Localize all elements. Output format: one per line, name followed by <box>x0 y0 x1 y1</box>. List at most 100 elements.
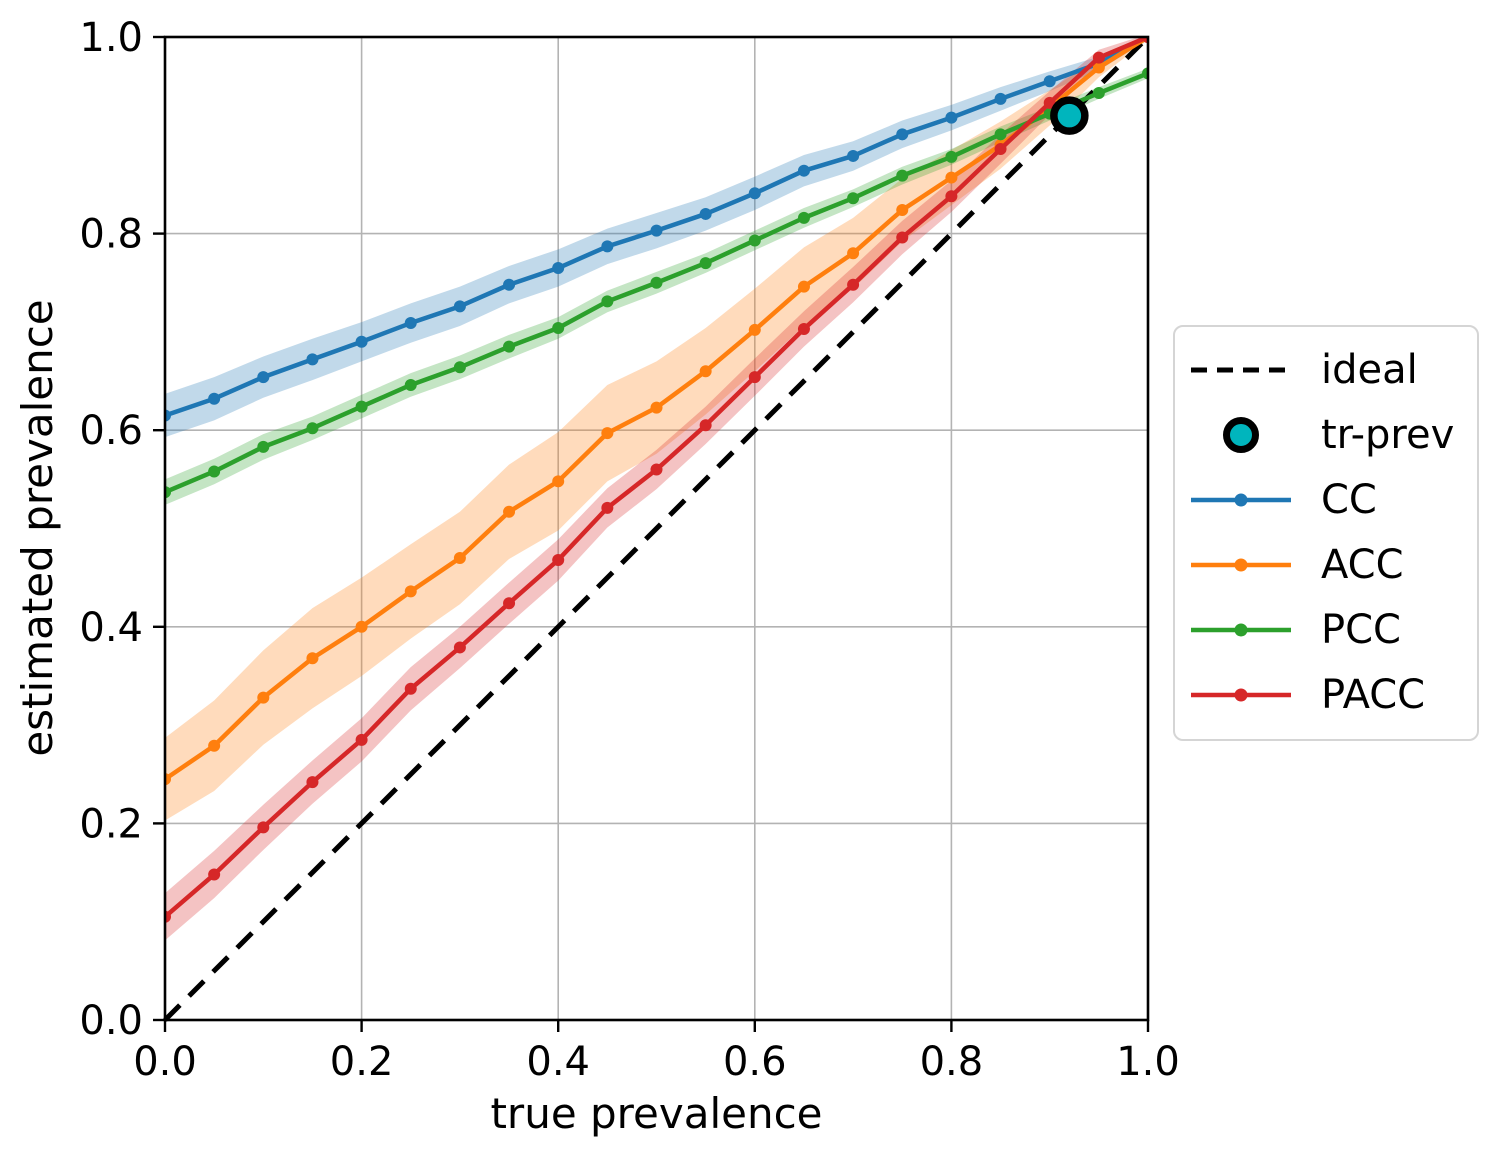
series-PACC-marker <box>601 501 614 514</box>
series-ACC-marker <box>257 691 270 704</box>
series-CC-marker <box>994 92 1007 105</box>
series-swatch-icon <box>1191 493 1291 506</box>
series-PACC-marker <box>650 463 663 476</box>
series-ACC-marker <box>165 773 171 786</box>
series-swatch-icon <box>1191 688 1291 701</box>
series-CC-marker <box>699 207 712 220</box>
legend-label: ACC <box>1321 541 1404 588</box>
axis-ticks: 0.0 0.2 0.4 0.6 0.8 1.0 0.0 0.2 0.4 0.6 0.8 1.0 <box>79 15 1179 1085</box>
legend-label: PACC <box>1321 671 1426 718</box>
series-PCC-marker <box>404 378 417 391</box>
series-ACC-marker <box>699 365 712 378</box>
series-ACC-marker <box>1092 61 1105 74</box>
legend-item-tr-prev: tr-prev <box>1175 402 1477 467</box>
x-tick-label: 0.0 <box>133 1039 197 1085</box>
series-PCC-marker <box>896 169 909 182</box>
series-CC-marker <box>945 111 958 124</box>
series-CC-marker <box>404 317 417 330</box>
legend-label: ideal <box>1321 346 1418 393</box>
y-tick-label: 0.0 <box>79 998 143 1044</box>
series-CC-marker <box>601 240 614 253</box>
series-PACC-marker <box>847 278 860 291</box>
series-ACC-marker <box>453 551 466 564</box>
series-PCC-marker <box>699 257 712 270</box>
series-PACC-marker <box>257 821 270 834</box>
series-PCC-marker <box>306 422 319 435</box>
legend-label: PCC <box>1321 606 1401 653</box>
series-CC-marker <box>257 371 270 384</box>
series-PCC-marker <box>208 465 221 478</box>
series-CC-marker <box>503 278 516 291</box>
series-PCC-marker <box>994 128 1007 141</box>
legend-item-PACC: PACC <box>1175 662 1477 727</box>
series-ACC-marker <box>650 401 663 414</box>
series-ACC-marker <box>503 505 516 518</box>
legend: ideal tr-prev CC ACC PCC PACC <box>1173 325 1479 741</box>
series-ACC-marker <box>601 427 614 440</box>
series-PCC-marker <box>165 486 171 499</box>
series-PACC-marker <box>1092 51 1105 64</box>
series-PCC-marker <box>453 361 466 374</box>
series-CC-marker <box>650 224 663 237</box>
series-PCC-marker <box>748 234 761 247</box>
series-ACC-marker <box>552 475 565 488</box>
series-PCC-marker <box>601 295 614 308</box>
y-tick-label: 1.0 <box>79 15 143 61</box>
series-CC-marker <box>165 409 171 422</box>
legend-item-CC: CC <box>1175 467 1477 532</box>
series-PACC-marker <box>994 143 1007 156</box>
series-PACC-marker <box>797 322 810 335</box>
legend-item-ideal: ideal <box>1175 337 1477 402</box>
y-tick-label: 0.6 <box>79 408 143 454</box>
series-CC-marker <box>847 149 860 162</box>
series-PACC-marker <box>453 641 466 654</box>
series-PACC-marker <box>355 733 368 746</box>
legend-label: tr-prev <box>1321 411 1455 458</box>
series-CC-marker <box>896 128 909 141</box>
series-ACC-marker <box>208 739 221 752</box>
legend-item-ACC: ACC <box>1175 532 1477 597</box>
series-PCC-marker <box>552 321 565 334</box>
series-ACC-marker <box>945 171 958 184</box>
series-CC-marker <box>453 300 466 313</box>
series-ACC-marker <box>355 620 368 633</box>
x-tick-label: 1.0 <box>1116 1039 1180 1085</box>
series-PACC-marker <box>748 371 761 384</box>
x-axis-label: true prevalence <box>490 1089 823 1138</box>
y-tick-label: 0.2 <box>79 801 143 847</box>
legend-item-PCC: PCC <box>1175 597 1477 662</box>
series-PCC-marker <box>797 211 810 224</box>
y-axis-label: estimated prevalence <box>13 299 62 757</box>
series-PACC-marker <box>945 190 958 203</box>
series-CC-marker <box>797 164 810 177</box>
x-tick-label: 0.2 <box>330 1039 394 1085</box>
series-ACC-marker <box>896 204 909 217</box>
series-ACC-marker <box>306 652 319 665</box>
series-PACC-marker <box>208 868 221 881</box>
series-PCC-marker <box>1092 87 1105 100</box>
series-PACC-marker <box>306 776 319 789</box>
series-ACC-marker <box>404 585 417 598</box>
y-tick-label: 0.8 <box>79 212 143 258</box>
tr-prev-swatch-icon <box>1223 416 1259 453</box>
x-tick-label: 0.6 <box>723 1039 787 1085</box>
series-ACC-marker <box>748 323 761 336</box>
series-PACC-marker <box>699 419 712 432</box>
confidence-bands <box>165 37 1148 941</box>
series-CC-marker <box>208 392 221 405</box>
series-PACC-marker <box>404 682 417 695</box>
x-tick-label: 0.4 <box>526 1039 590 1085</box>
series-PACC-marker <box>1043 96 1056 109</box>
series-CC-marker <box>306 353 319 366</box>
series-swatch-icon <box>1191 623 1291 636</box>
series-PACC-marker <box>165 910 171 923</box>
series-CC-marker <box>552 262 565 275</box>
series-ACC-marker <box>847 247 860 260</box>
series-swatch-icon <box>1191 558 1291 571</box>
series-PACC-band <box>165 37 1148 941</box>
series-CC-marker <box>1043 75 1056 88</box>
series-PCC-marker <box>257 440 270 453</box>
legend-label: CC <box>1321 476 1377 523</box>
series-PACC-marker <box>503 597 516 610</box>
